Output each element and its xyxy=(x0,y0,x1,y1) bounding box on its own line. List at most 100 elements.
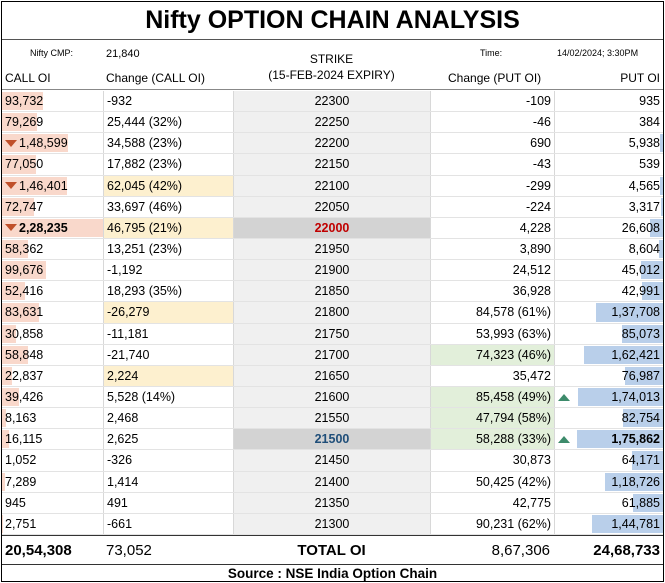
table-row: 77,050 17,882 (23%) 22150 -43 539 xyxy=(2,154,663,176)
call-oi-cell: 30,858 xyxy=(2,324,103,344)
call-oi-cell: 8,163 xyxy=(2,408,103,428)
call-oi-cell: 58,362 xyxy=(2,239,103,259)
put-oi-bar xyxy=(625,366,663,385)
call-oi-value: 30,858 xyxy=(5,326,44,341)
call-oi-bar xyxy=(2,366,13,385)
put-oi-value: 539 xyxy=(639,157,660,172)
call-change-cell: 13,251 (23%) xyxy=(103,238,233,260)
strike-cell: 22150 xyxy=(233,154,430,175)
put-oi-bar xyxy=(660,134,663,153)
put-oi-cell: 8,604 xyxy=(554,238,663,260)
call-oi-cell: 77,050 xyxy=(2,154,103,174)
table-row: 79,269 25,444 (32%) 22250 -46 384 xyxy=(2,112,663,134)
call-oi-header: CALL OI xyxy=(5,71,51,85)
put-oi-value: 42,991 xyxy=(621,284,660,299)
put-oi-value: 61,885 xyxy=(621,495,660,510)
call-oi-value: 99,676 xyxy=(5,263,44,278)
strike-cell: 21650 xyxy=(233,365,430,386)
put-oi-bar xyxy=(660,176,663,195)
call-oi-bar xyxy=(2,155,37,174)
strike-cell: 21450 xyxy=(233,450,430,471)
call-oi-bar xyxy=(2,324,17,343)
put-oi-cell: 45,012 xyxy=(554,260,663,281)
put-change-cell: 4,228 xyxy=(430,217,554,238)
put-oi-cell: 76,987 xyxy=(554,365,663,386)
put-oi-bar xyxy=(642,282,663,301)
call-oi-bar xyxy=(2,261,47,280)
put-oi-cell: 539 xyxy=(554,154,663,175)
put-oi-bar xyxy=(632,451,663,470)
call-oi-cell: 79,269 xyxy=(2,112,103,132)
strike-cell: 22000 xyxy=(233,217,430,238)
put-oi-bar xyxy=(583,345,663,364)
call-oi-value: 77,050 xyxy=(5,157,44,172)
total-label: TOTAL OI xyxy=(297,541,366,559)
put-oi-cell: 5,938 xyxy=(554,133,663,154)
put-oi-value: 1,37,708 xyxy=(611,305,660,320)
strike-cell: 21750 xyxy=(233,323,430,344)
call-oi-cell: 52,416 xyxy=(2,281,103,301)
table-row: 7,289 1,414 21400 50,425 (42%) 1,18,726 xyxy=(2,471,663,493)
call-oi-value: 22,837 xyxy=(5,368,44,383)
put-change-cell: 90,231 (62%) xyxy=(430,513,554,534)
put-oi-value: 1,44,781 xyxy=(611,516,660,531)
call-oi-bar xyxy=(2,113,38,132)
put-oi-cell: 82,754 xyxy=(554,408,663,429)
put-oi-cell: 61,885 xyxy=(554,492,663,513)
put-oi-value: 45,012 xyxy=(621,263,660,278)
call-change-cell: -932 xyxy=(103,91,233,112)
time-label: Time: xyxy=(480,48,503,58)
call-oi-cell: 1,052 xyxy=(2,450,103,470)
strike-cell: 21950 xyxy=(233,238,430,260)
table-row: 22,837 2,224 21650 35,472 76,987 xyxy=(2,365,663,387)
call-oi-value: 8,163 xyxy=(5,411,37,426)
put-oi-bar xyxy=(577,387,663,407)
put-oi-value: 82,754 xyxy=(621,411,660,426)
put-oi-value: 76,987 xyxy=(621,368,660,383)
expiry-header: (15-FEB-2024 EXPIRY) xyxy=(268,68,395,82)
strike-cell: 21350 xyxy=(233,492,430,513)
put-change-cell: 74,323 (46%) xyxy=(430,344,554,365)
call-change-header: Change (CALL OI) xyxy=(106,71,205,85)
put-change-cell: 53,993 (63%) xyxy=(430,323,554,344)
put-oi-bar xyxy=(661,197,663,216)
strike-cell: 21800 xyxy=(233,302,430,323)
call-change-cell: 18,293 (35%) xyxy=(103,281,233,302)
put-oi-cell: 1,75,862 xyxy=(554,429,663,450)
call-change-cell: -26,279 xyxy=(103,302,233,323)
strike-cell: 21400 xyxy=(233,471,430,492)
put-oi-cell: 1,74,013 xyxy=(554,386,663,408)
put-oi-value: 26,608 xyxy=(621,220,660,235)
put-oi-value: 1,18,726 xyxy=(611,474,660,489)
put-oi-cell: 1,18,726 xyxy=(554,471,663,492)
call-oi-cell: 16,115 xyxy=(2,429,103,449)
table-row: 2,28,235 46,795 (21%) 22000 4,228 26,608 xyxy=(2,217,663,239)
put-change-cell: -46 xyxy=(430,112,554,133)
put-oi-value: 8,604 xyxy=(628,242,660,257)
put-oi-value: 935 xyxy=(639,94,660,109)
table-row: 83,631 -26,279 21800 84,578 (61%) 1,37,708 xyxy=(2,302,663,324)
table-row: 8,163 2,468 21550 47,794 (58%) 82,754 xyxy=(2,408,663,430)
call-oi-bar xyxy=(2,92,44,111)
strike-cell: 22250 xyxy=(233,112,430,133)
call-oi-cell: 2,28,235 xyxy=(2,218,103,238)
call-oi-cell: 93,732 xyxy=(2,91,103,111)
call-oi-value: 1,46,401 xyxy=(19,178,68,193)
put-oi-value: 1,74,013 xyxy=(611,390,660,405)
call-oi-value: 93,732 xyxy=(5,94,44,109)
source-note: Source : NSE India Option Chain xyxy=(227,566,438,581)
put-change-cell: 85,458 (49%) xyxy=(430,386,554,408)
call-change-cell: 17,882 (23%) xyxy=(103,154,233,175)
up-triangle-icon xyxy=(558,393,570,401)
put-oi-cell: 85,073 xyxy=(554,323,663,344)
put-change-cell: 36,928 xyxy=(430,281,554,302)
table-row: 16,115 2,625 21500 58,288 (33%) 1,75,862 xyxy=(2,429,663,451)
call-oi-bar xyxy=(2,239,29,259)
put-change-header: Change (PUT OI) xyxy=(448,71,542,85)
call-change-cell: 33,697 (46%) xyxy=(103,196,233,217)
put-change-cell: 24,512 xyxy=(430,260,554,281)
put-oi-cell: 1,44,781 xyxy=(554,513,663,534)
call-oi-bar xyxy=(2,218,103,237)
call-change-cell: 2,625 xyxy=(103,429,233,450)
